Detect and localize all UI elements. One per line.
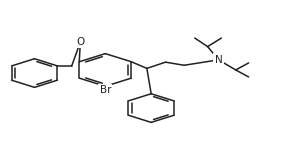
- Text: O: O: [76, 37, 84, 47]
- Text: Br: Br: [100, 85, 111, 95]
- Text: N: N: [215, 55, 222, 65]
